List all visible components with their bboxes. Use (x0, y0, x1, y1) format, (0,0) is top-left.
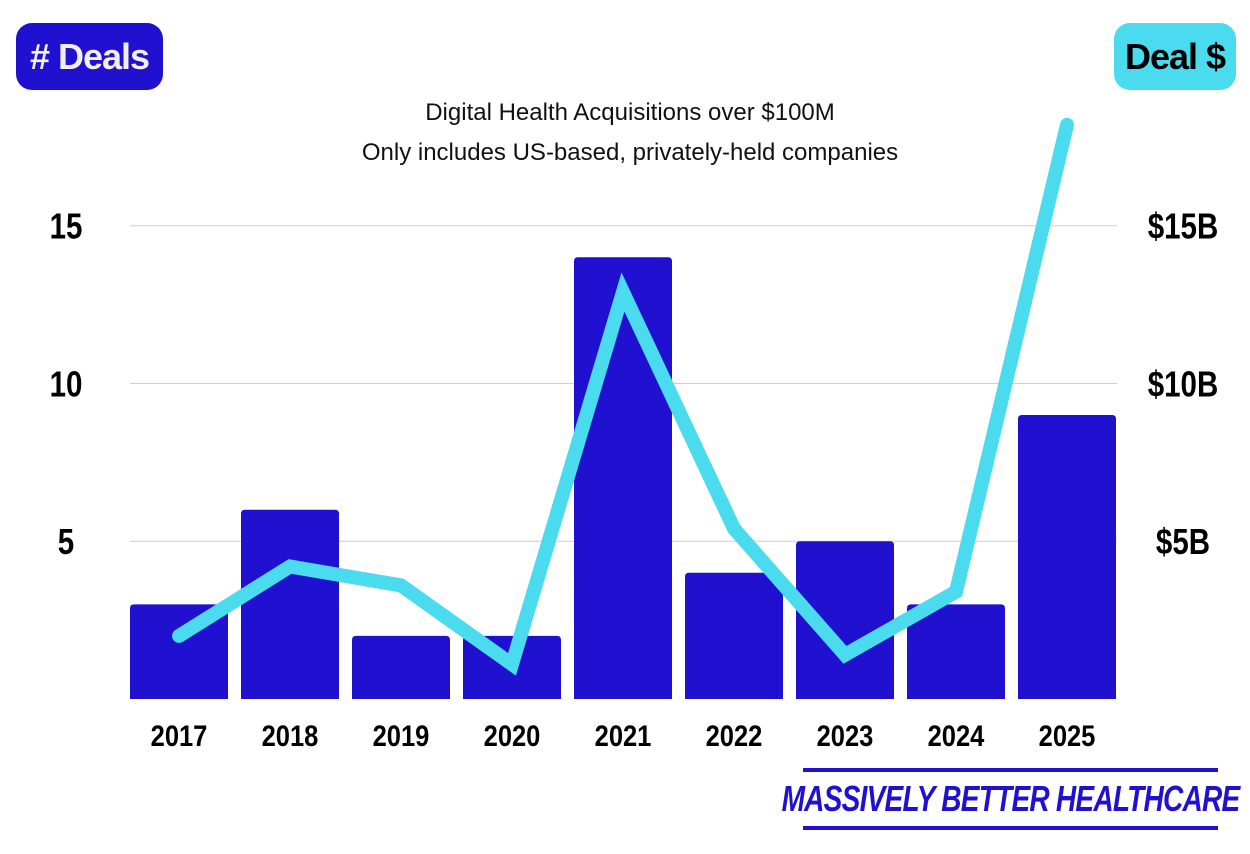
left-tick-label: 10 (50, 364, 83, 404)
deal-value-point-2024 (955, 590, 957, 593)
x-tick-label: 2022 (706, 719, 763, 752)
bar-2025 (1018, 415, 1116, 699)
deals-legend-badge: # Deals (16, 23, 163, 90)
right-tick-label: $15B (1148, 206, 1219, 246)
bar-2018 (241, 509, 339, 699)
deal-value-point-2019 (400, 584, 402, 587)
deal-value-point-2017 (178, 634, 180, 637)
right-tick-label: $10B (1148, 364, 1219, 404)
left-tick-label: 15 (50, 206, 83, 246)
bar-2023 (796, 541, 894, 699)
right-tick-label: $5B (1156, 521, 1210, 561)
x-tick-label: 2019 (373, 719, 430, 752)
bar-2021 (574, 257, 672, 699)
x-tick-label: 2018 (262, 719, 319, 752)
deal-value-point-2020 (511, 663, 513, 666)
chart-subtitle: Only includes US-based, privately-held c… (361, 139, 899, 166)
x-tick-label: 2025 (1039, 719, 1096, 752)
left-tick-label: 5 (58, 521, 74, 561)
brand-logo: MASSIVELY BETTER HEALTHCARE (782, 768, 1240, 830)
deal-value-legend-badge: Deal $ (1114, 23, 1236, 90)
x-tick-label: 2023 (817, 719, 874, 752)
deal-value-point-2025 (1066, 123, 1068, 126)
deal-value-point-2021 (622, 291, 624, 294)
x-tick-label: 2017 (151, 719, 208, 752)
x-tick-label: 2021 (595, 719, 652, 752)
deal-value-point-2023 (844, 653, 846, 656)
chart-title: Digital Health Acquisitions over $100M (425, 99, 835, 126)
bar-2019 (352, 635, 450, 699)
deal-value-point-2018 (289, 565, 291, 568)
bar-2024 (907, 604, 1005, 699)
brand-logo-text: MASSIVELY BETTER HEALTHCARE (781, 778, 1241, 819)
deal-value-point-2022 (733, 527, 735, 530)
bar-2022 (685, 572, 783, 699)
x-tick-label: 2020 (484, 719, 541, 752)
x-tick-label: 2024 (928, 719, 985, 752)
